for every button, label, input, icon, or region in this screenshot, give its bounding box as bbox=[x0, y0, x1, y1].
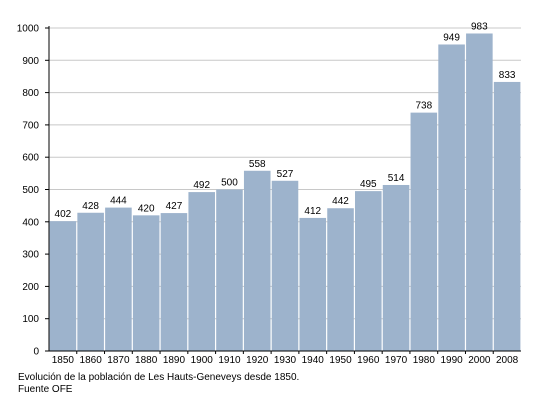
y-tick-label: 600 bbox=[22, 153, 39, 164]
x-tick-label: 1940 bbox=[302, 355, 325, 366]
bar bbox=[327, 208, 354, 351]
bar bbox=[160, 213, 188, 351]
bar bbox=[410, 112, 438, 351]
x-tick-label: 2008 bbox=[496, 355, 519, 366]
bar-value-label: 427 bbox=[166, 201, 183, 212]
bar bbox=[493, 81, 521, 351]
x-tick-label: 1950 bbox=[329, 355, 352, 366]
bar bbox=[382, 184, 410, 351]
bar bbox=[188, 192, 215, 351]
bar-value-label: 444 bbox=[110, 196, 127, 207]
bar-value-label: 428 bbox=[82, 201, 99, 212]
x-tick-label: 1960 bbox=[357, 355, 380, 366]
y-tick-label: 700 bbox=[22, 120, 39, 131]
chart-caption: Evolución de la población de Les Hauts-G… bbox=[18, 372, 300, 383]
y-tick-label: 500 bbox=[22, 185, 39, 196]
bar-value-label: 949 bbox=[443, 32, 460, 43]
bar-value-label: 442 bbox=[332, 196, 349, 207]
x-tick-label: 1990 bbox=[440, 355, 463, 366]
bar-value-label: 495 bbox=[360, 179, 377, 190]
x-tick-label: 1870 bbox=[107, 355, 130, 366]
x-tick-label: 1920 bbox=[246, 355, 269, 366]
x-tick-label: 1850 bbox=[52, 355, 75, 366]
x-tick-label: 1900 bbox=[191, 355, 214, 366]
bar-value-label: 500 bbox=[221, 178, 238, 189]
x-tick-label: 1980 bbox=[413, 355, 436, 366]
bar-value-label: 558 bbox=[249, 159, 266, 170]
x-tick-label: 1970 bbox=[385, 355, 408, 366]
y-tick-label: 1000 bbox=[17, 24, 40, 35]
x-tick-label: 2000 bbox=[468, 355, 491, 366]
bar bbox=[77, 212, 104, 351]
x-tick-label: 1910 bbox=[218, 355, 241, 366]
y-tick-label: 800 bbox=[22, 88, 39, 99]
bar bbox=[438, 44, 465, 352]
bar bbox=[243, 170, 271, 351]
x-tick-label: 1890 bbox=[163, 355, 186, 366]
chart-source: Fuente OFE bbox=[18, 384, 73, 395]
bar bbox=[299, 217, 327, 351]
y-tick-label: 400 bbox=[22, 217, 39, 228]
bar bbox=[49, 221, 77, 351]
bar-value-label: 420 bbox=[138, 203, 155, 214]
bar-value-label: 983 bbox=[471, 21, 488, 32]
bar bbox=[105, 207, 132, 351]
bar bbox=[271, 180, 299, 351]
bar-value-label: 402 bbox=[55, 209, 72, 220]
y-tick-label: 0 bbox=[33, 347, 39, 358]
bar bbox=[466, 33, 493, 352]
y-tick-label: 200 bbox=[22, 282, 39, 293]
x-tick-label: 1860 bbox=[80, 355, 103, 366]
bar-value-label: 492 bbox=[193, 180, 210, 191]
x-tick-label: 1880 bbox=[135, 355, 158, 366]
bar-value-label: 412 bbox=[304, 206, 321, 217]
bar-value-label: 527 bbox=[277, 169, 294, 180]
y-tick-label: 300 bbox=[22, 250, 39, 261]
bar bbox=[132, 215, 160, 351]
y-tick-label: 100 bbox=[22, 314, 39, 325]
x-tick-label: 1930 bbox=[274, 355, 297, 366]
bar-value-label: 514 bbox=[388, 173, 405, 184]
bar-value-label: 833 bbox=[499, 70, 516, 81]
bar-value-label: 738 bbox=[415, 101, 432, 112]
bar bbox=[355, 191, 382, 351]
bar bbox=[216, 189, 243, 351]
y-tick-label: 900 bbox=[22, 56, 39, 67]
